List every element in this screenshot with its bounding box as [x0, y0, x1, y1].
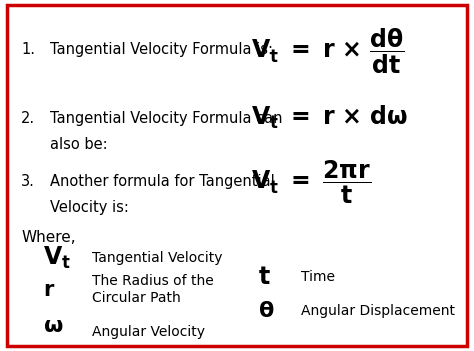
Text: $\mathbf{\theta}$: $\mathbf{\theta}$	[258, 301, 275, 320]
Text: $\mathbf{V_t\ =\ r\ {\times}\ d\omega}$: $\mathbf{V_t\ =\ r\ {\times}\ d\omega}$	[251, 104, 408, 131]
Text: Velocity is:: Velocity is:	[50, 200, 128, 215]
Text: $\mathbf{t}$: $\mathbf{t}$	[258, 265, 271, 289]
Text: $\mathbf{V_t\ =\ r\ {\times}\ \dfrac{d\theta}{dt}}$: $\mathbf{V_t\ =\ r\ {\times}\ \dfrac{d\t…	[251, 26, 405, 75]
Text: The Radius of the
Circular Path: The Radius of the Circular Path	[92, 274, 214, 305]
Text: $\mathbf{\omega}$: $\mathbf{\omega}$	[43, 316, 63, 336]
Text: $\mathbf{V_t\ =\ \dfrac{2\pi r}{t}}$: $\mathbf{V_t\ =\ \dfrac{2\pi r}{t}}$	[251, 158, 372, 205]
Text: Tangential Velocity Formula is:: Tangential Velocity Formula is:	[50, 42, 273, 57]
Text: Tangential Velocity Formula can: Tangential Velocity Formula can	[50, 111, 283, 126]
Text: Where,: Where,	[21, 230, 76, 245]
Text: Angular Velocity: Angular Velocity	[92, 325, 205, 339]
Text: $\mathbf{V_t}$: $\mathbf{V_t}$	[43, 245, 71, 271]
Text: also be:: also be:	[50, 137, 108, 152]
Text: $\mathbf{r}$: $\mathbf{r}$	[43, 280, 55, 299]
Text: Angular Displacement: Angular Displacement	[301, 304, 455, 318]
Text: 1.: 1.	[21, 42, 36, 57]
Text: Time: Time	[301, 270, 335, 284]
Text: Another formula for Tangential: Another formula for Tangential	[50, 174, 274, 189]
Text: 2.: 2.	[21, 111, 36, 126]
Text: Tangential Velocity: Tangential Velocity	[92, 251, 223, 265]
Text: 3.: 3.	[21, 174, 35, 189]
